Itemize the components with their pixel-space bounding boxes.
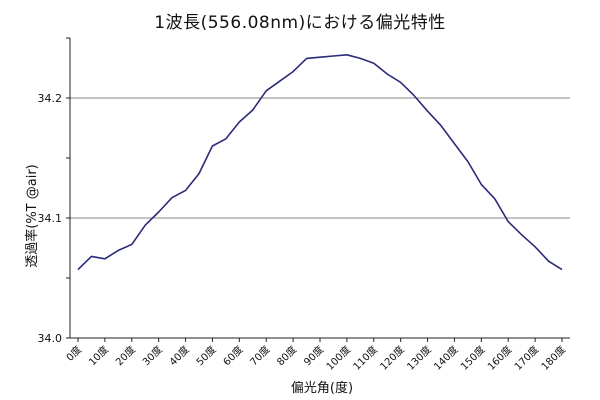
x-tick-label: 110度	[350, 343, 380, 373]
x-tick-label: 170度	[511, 343, 541, 373]
x-axis-label: 偏光角(度)	[291, 380, 353, 396]
x-tick-label: 30度	[140, 343, 165, 368]
x-tick-label: 90度	[301, 343, 326, 368]
y-tick-label: 34.0	[38, 332, 63, 345]
x-tick-label: 60度	[220, 343, 245, 368]
series-line	[77, 53, 563, 271]
x-tick-label: 70度	[247, 343, 272, 368]
y-tick-label: 34.2	[38, 92, 63, 105]
x-tick-label: 150度	[458, 343, 488, 373]
x-tick-label: 180度	[538, 343, 568, 373]
y-axis-label: 透過率(%T @air)	[24, 164, 40, 268]
x-tick-label: 140度	[431, 343, 461, 373]
series	[77, 53, 563, 271]
chart-title: 1波長(556.08nm)における偏光特性	[154, 13, 446, 33]
x-tick-label: 50度	[193, 343, 218, 368]
x-tick-label: 80度	[274, 343, 299, 368]
axes	[69, 38, 570, 339]
x-tick-label: 0度	[63, 343, 84, 364]
x-tick-label: 100度	[323, 343, 353, 373]
x-tick-label: 10度	[86, 343, 111, 368]
x-tick-label: 20度	[113, 343, 138, 368]
x-tick-label: 130度	[404, 343, 434, 373]
x-tick-label: 40度	[166, 343, 191, 368]
x-tick-label: 160度	[485, 343, 515, 373]
y-ticks: 34.0 34.1 34.2	[38, 37, 70, 345]
y-tick-label: 34.1	[38, 212, 63, 225]
x-tick-label: 120度	[377, 343, 407, 373]
x-ticks: 0度 10度 20度 30度 40度 50度 60度 70度 80度 90度100度110度120…	[63, 338, 568, 373]
